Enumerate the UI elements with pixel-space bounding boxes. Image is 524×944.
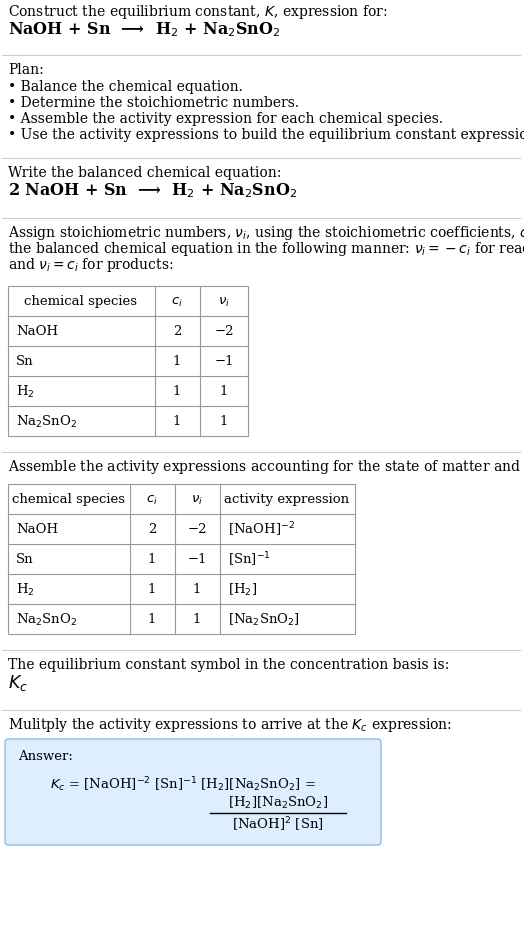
Text: $K_c$: $K_c$ — [8, 672, 28, 692]
Text: activity expression: activity expression — [224, 493, 350, 506]
Text: Construct the equilibrium constant, $K$, expression for:: Construct the equilibrium constant, $K$,… — [8, 3, 388, 21]
Bar — [8, 484, 355, 634]
Text: Assign stoichiometric numbers, $\nu_i$, using the stoichiometric coefficients, $: Assign stoichiometric numbers, $\nu_i$, … — [8, 224, 524, 242]
Text: Assemble the activity expressions accounting for the state of matter and $\nu_i$: Assemble the activity expressions accoun… — [8, 458, 524, 476]
Text: the balanced chemical equation in the following manner: $\nu_i = -c_i$ for react: the balanced chemical equation in the fo… — [8, 240, 524, 258]
Text: −2: −2 — [187, 523, 207, 536]
Text: [NaOH]$^2$ [Sn]: [NaOH]$^2$ [Sn] — [232, 815, 324, 834]
Text: 1: 1 — [173, 415, 181, 428]
Text: H$_2$: H$_2$ — [16, 582, 35, 598]
Text: Na$_2$SnO$_2$: Na$_2$SnO$_2$ — [16, 612, 78, 628]
Text: [H$_2$]: [H$_2$] — [228, 582, 257, 598]
Text: 1: 1 — [220, 415, 228, 428]
Text: chemical species: chemical species — [25, 295, 137, 308]
Text: 1: 1 — [173, 385, 181, 398]
Text: $c_i$: $c_i$ — [171, 295, 183, 309]
Text: Na$_2$SnO$_2$: Na$_2$SnO$_2$ — [16, 413, 78, 430]
Text: • Determine the stoichiometric numbers.: • Determine the stoichiometric numbers. — [8, 96, 299, 110]
Text: NaOH: NaOH — [16, 325, 58, 338]
Text: 2 NaOH + Sn  ⟶  H$_2$ + Na$_2$SnO$_2$: 2 NaOH + Sn ⟶ H$_2$ + Na$_2$SnO$_2$ — [8, 181, 297, 200]
Text: Sn: Sn — [16, 553, 34, 565]
Text: 1: 1 — [148, 582, 156, 596]
Text: $K_c$ = [NaOH]$^{-2}$ [Sn]$^{-1}$ [H$_2$][Na$_2$SnO$_2$] =: $K_c$ = [NaOH]$^{-2}$ [Sn]$^{-1}$ [H$_2$… — [50, 775, 316, 794]
Text: Answer:: Answer: — [18, 750, 73, 763]
Text: −1: −1 — [214, 355, 234, 368]
Text: Mulitply the activity expressions to arrive at the $K_c$ expression:: Mulitply the activity expressions to arr… — [8, 716, 452, 733]
Text: • Assemble the activity expression for each chemical species.: • Assemble the activity expression for e… — [8, 112, 443, 126]
Text: H$_2$: H$_2$ — [16, 383, 35, 399]
Text: [NaOH]$^{-2}$: [NaOH]$^{-2}$ — [228, 520, 295, 539]
Text: 1: 1 — [193, 582, 201, 596]
Text: [H$_2$][Na$_2$SnO$_2$]: [H$_2$][Na$_2$SnO$_2$] — [228, 794, 328, 810]
Text: $c_i$: $c_i$ — [146, 493, 158, 506]
Text: The equilibrium constant symbol in the concentration basis is:: The equilibrium constant symbol in the c… — [8, 657, 449, 671]
Text: • Balance the chemical equation.: • Balance the chemical equation. — [8, 80, 243, 93]
Text: [Na$_2$SnO$_2$]: [Na$_2$SnO$_2$] — [228, 612, 300, 628]
Text: NaOH: NaOH — [16, 523, 58, 536]
Text: Sn: Sn — [16, 355, 34, 368]
Text: and $\nu_i = c_i$ for products:: and $\nu_i = c_i$ for products: — [8, 256, 173, 274]
Text: NaOH + Sn  ⟶  H$_2$ + Na$_2$SnO$_2$: NaOH + Sn ⟶ H$_2$ + Na$_2$SnO$_2$ — [8, 21, 280, 40]
Text: 1: 1 — [193, 613, 201, 626]
Text: 1: 1 — [148, 553, 156, 565]
FancyBboxPatch shape — [5, 739, 381, 845]
Text: 1: 1 — [173, 355, 181, 368]
Text: Write the balanced chemical equation:: Write the balanced chemical equation: — [8, 166, 281, 179]
Text: Plan:: Plan: — [8, 63, 43, 76]
Text: $\nu_i$: $\nu_i$ — [218, 295, 230, 309]
Text: −2: −2 — [214, 325, 234, 338]
Text: 2: 2 — [148, 523, 156, 536]
Text: 2: 2 — [173, 325, 181, 338]
Text: 1: 1 — [220, 385, 228, 398]
Text: −1: −1 — [187, 553, 207, 565]
Text: 1: 1 — [148, 613, 156, 626]
Bar — [8, 287, 248, 436]
Text: [Sn]$^{-1}$: [Sn]$^{-1}$ — [228, 550, 271, 568]
Text: • Use the activity expressions to build the equilibrium constant expression.: • Use the activity expressions to build … — [8, 127, 524, 142]
Text: chemical species: chemical species — [13, 493, 126, 506]
Text: $\nu_i$: $\nu_i$ — [191, 493, 203, 506]
